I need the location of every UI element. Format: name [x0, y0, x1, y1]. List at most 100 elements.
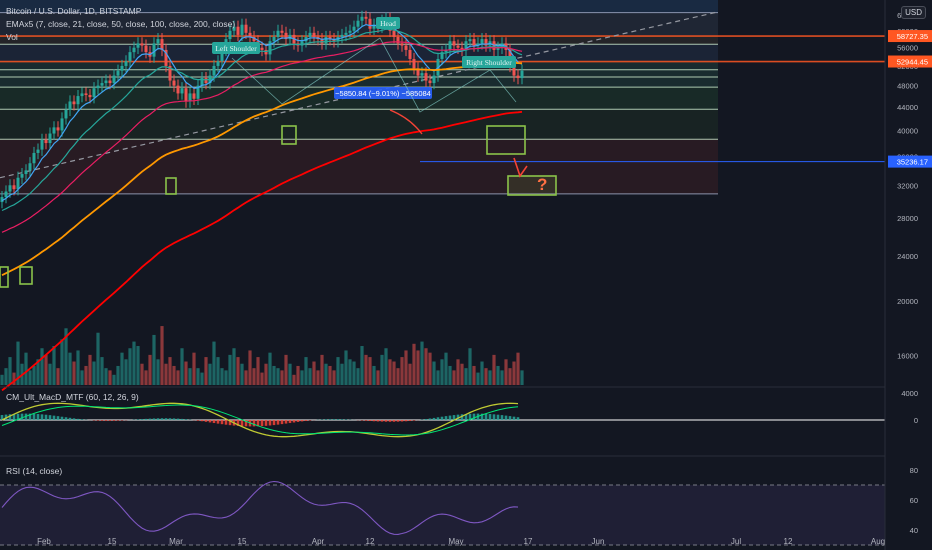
candle-body: [332, 39, 336, 42]
candle-body: [356, 20, 360, 27]
candle-body: [152, 43, 156, 57]
candle: [216, 55, 220, 73]
highlight-box-0: [0, 266, 9, 288]
candle: [516, 69, 520, 85]
rsi-tick-label: 60: [910, 496, 918, 505]
macd-hist-bar: [264, 420, 268, 426]
candle: [40, 133, 44, 156]
volume-bar: [372, 365, 376, 385]
candle-body: [100, 83, 104, 86]
price-tick-label: 48000: [897, 82, 918, 91]
price-label: 52944.45: [897, 58, 928, 67]
candle-body: [128, 52, 132, 62]
macd-hist-bar: [8, 414, 12, 420]
candle-body: [64, 109, 68, 119]
candle: [52, 121, 56, 140]
candle-body: [116, 70, 120, 76]
macd-hist-bar: [176, 418, 180, 420]
candle-body: [268, 41, 272, 55]
candle-body: [80, 93, 84, 97]
time-axis: Feb 15 Mar 15 Apr 12 May 17 Jun Jul 12 Aug: [37, 537, 885, 546]
volume-bar: [128, 348, 132, 385]
candle: [16, 171, 20, 196]
candle-body: [236, 26, 240, 35]
price-axis: 1600020000240002800032000360004000044000…: [884, 0, 932, 550]
macd-hist-bar: [444, 416, 448, 420]
volume-bar: [272, 365, 276, 385]
macd-hist-bar: [440, 416, 444, 420]
candle-body: [8, 185, 12, 192]
macd-hist-bar: [36, 414, 40, 420]
volume-bar: [100, 357, 104, 385]
candle: [64, 103, 68, 125]
volume-bar: [308, 368, 312, 385]
candle-body: [176, 85, 180, 94]
candle-body: [200, 78, 204, 86]
measure-box: [334, 87, 432, 99]
macd-hist-bar: [388, 420, 392, 422]
volume-bar: [232, 348, 236, 385]
highlight-box-1: [19, 266, 33, 285]
candle-body: [476, 43, 480, 46]
candle-body: [60, 118, 64, 131]
candle-body: [344, 32, 348, 35]
macd-hist-bar: [500, 415, 504, 420]
macd-hist-bar: [284, 420, 288, 424]
volume-bar: [256, 357, 260, 385]
volume-bar: [180, 348, 184, 385]
macd-hist-bar: [112, 420, 116, 421]
macd-hist-bar: [332, 419, 336, 420]
price-tick-label: 56000: [897, 44, 918, 53]
ema-line-21: [1, 28, 523, 212]
candle: [92, 82, 96, 104]
candle-body: [424, 73, 428, 81]
volume-bar: [188, 368, 192, 385]
macd-hist-bar: [344, 419, 348, 420]
candle: [36, 143, 40, 160]
zone-0: [0, 0, 718, 13]
currency-button[interactable]: USD: [901, 6, 926, 19]
candle-body: [188, 93, 192, 102]
macd-hist-bar: [492, 414, 496, 420]
zone-4: [0, 61, 718, 88]
candle: [464, 35, 468, 57]
volume-bar: [316, 370, 320, 385]
candle-body: [212, 65, 216, 76]
candle: [448, 35, 452, 57]
candle: [352, 20, 356, 37]
volume-bar: [448, 365, 452, 385]
macd-hist-bar: [508, 416, 512, 420]
volume-bar: [144, 370, 148, 385]
volume-bar: [424, 348, 428, 385]
candle-body: [432, 75, 436, 84]
price-tick-label: 20000: [897, 297, 918, 306]
volume-bar: [224, 370, 228, 385]
macd-hist-bar: [468, 413, 472, 420]
volume-bar: [44, 354, 48, 385]
macd-hist-bar: [168, 418, 172, 420]
candle-body: [368, 18, 372, 29]
candle: [100, 76, 104, 92]
candle-body: [400, 43, 404, 46]
candle: [308, 26, 312, 44]
candle: [312, 26, 316, 44]
macd-hist-bar: [60, 416, 64, 420]
candle-body: [72, 101, 76, 105]
price-label: 58727.35: [897, 32, 928, 41]
candle-body: [272, 36, 276, 42]
time-tick-label: Jul: [731, 537, 741, 546]
volume-bar: [496, 365, 500, 385]
macd-hist-bar: [148, 418, 152, 420]
candle-body: [460, 47, 464, 50]
macd-hist-bar: [448, 415, 452, 420]
candle: [476, 37, 480, 52]
volume-bar: [464, 368, 468, 385]
candle-body: [40, 139, 44, 150]
pattern-annotations: Left Shoulder Head Right Shoulder −5850.84 …: [0, 17, 557, 288]
volume-bar: [24, 352, 28, 385]
macd-hist-bar: [172, 418, 176, 420]
macd-hist-bar: [496, 414, 500, 420]
macd-hist-bar: [164, 418, 168, 420]
candle: [236, 20, 240, 42]
